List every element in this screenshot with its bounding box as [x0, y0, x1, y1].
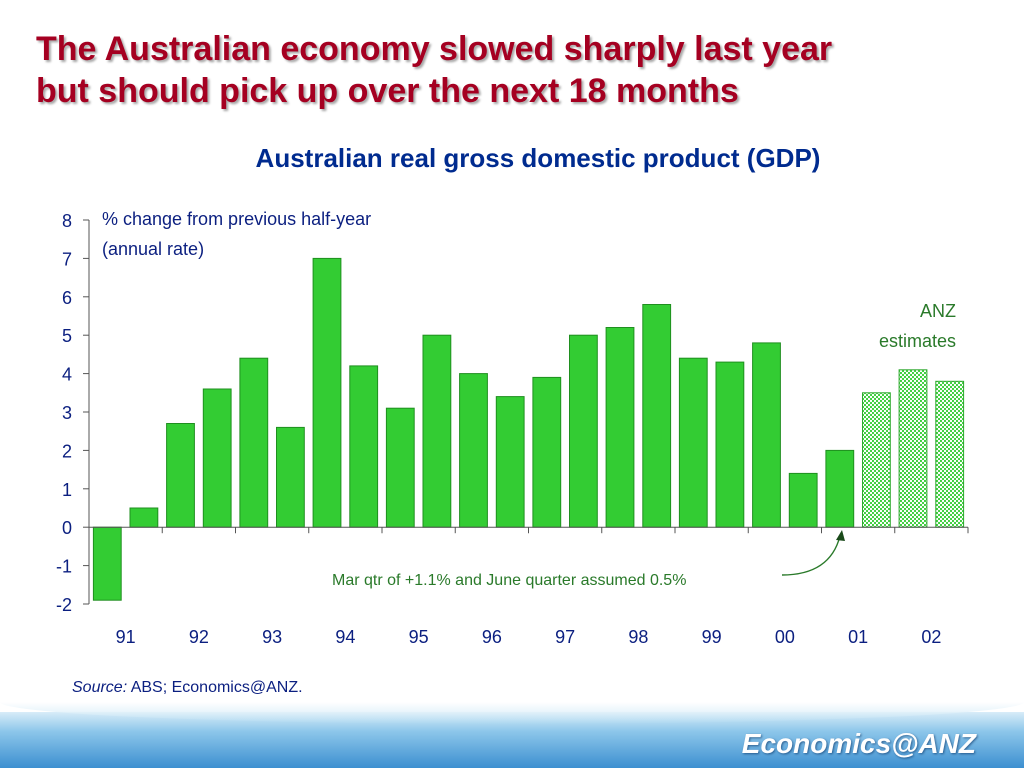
x-tick-label: 92 — [189, 627, 209, 647]
y-tick-label: 5 — [62, 326, 72, 346]
source-label: Source: — [72, 679, 128, 696]
estimates-label-line-1: ANZ — [920, 301, 956, 321]
bar — [825, 449, 855, 528]
source-text: ABS; Economics@ANZ. — [127, 679, 303, 696]
bar — [276, 426, 305, 528]
bar — [678, 357, 708, 528]
bar — [495, 396, 525, 528]
x-tick-label: 96 — [482, 627, 502, 647]
annotation-arrowhead — [836, 530, 845, 541]
y-tick-label: 4 — [62, 365, 72, 385]
x-tick-label: 99 — [702, 627, 722, 647]
source-note: Source: ABS; Economics@ANZ. — [72, 679, 303, 697]
x-tick-label: 93 — [262, 627, 282, 647]
y-tick-label: 7 — [62, 249, 72, 269]
bar — [129, 507, 159, 528]
chart-annotation: Mar qtr of +1.1% and June quarter assume… — [332, 572, 686, 589]
y-tick-label: 3 — [62, 403, 72, 423]
gdp-bar-chart: 8 7 6 5 4 3 2 1 0 -1 -2 91 92 93 94 95 96 97 98 99 00 01 02 % … — [56, 209, 969, 647]
bar — [752, 342, 781, 528]
axes-layer — [83, 219, 969, 605]
bar — [422, 334, 452, 528]
economics-anz-logo: Economics@ANZ — [741, 728, 976, 759]
y-tick-label: 8 — [62, 211, 72, 231]
bar — [312, 257, 342, 528]
y-axis-label-line-2: (annual rate) — [102, 239, 204, 259]
slide-title-line-2: but should pick up over the next 18 mont… — [36, 72, 739, 110]
y-axis-label-line-1: % change from previous half-year — [102, 209, 371, 229]
x-tick-label: 00 — [775, 627, 795, 647]
bar — [202, 388, 232, 528]
bar-estimate — [898, 369, 928, 528]
bar — [642, 304, 672, 528]
y-tick-label: 2 — [62, 441, 72, 461]
bar-estimate — [862, 392, 891, 528]
x-tick-label: 91 — [116, 627, 136, 647]
chart-title: Australian real gross domestic product (… — [255, 143, 821, 173]
bar — [788, 472, 818, 528]
bar — [385, 407, 415, 528]
bar — [532, 376, 562, 528]
bar — [605, 327, 635, 528]
annotation-arrow — [781, 535, 841, 576]
x-tick-label: 94 — [335, 627, 355, 647]
bar — [239, 357, 269, 528]
bar — [166, 423, 195, 528]
y-tick-label: 0 — [62, 518, 72, 538]
x-tick-label: 98 — [628, 627, 648, 647]
y-tick-label: -1 — [56, 557, 72, 577]
y-tick-label: 6 — [62, 288, 72, 308]
x-tick-label: 95 — [409, 627, 429, 647]
bar — [715, 361, 745, 528]
estimates-label-line-2: estimates — [879, 331, 956, 351]
footer-band — [0, 702, 1024, 768]
bar — [349, 365, 379, 528]
slide-title: The Australian economy slowed sharply la… — [36, 28, 996, 112]
labels-layer: 8 7 6 5 4 3 2 1 0 -1 -2 91 92 93 94 95 96 97 98 99 00 01 02 — [56, 211, 941, 647]
bar — [569, 334, 598, 528]
y-tick-label: 1 — [62, 480, 72, 500]
bar — [459, 373, 488, 528]
slide-title-line-1: The Australian economy slowed sharply la… — [36, 30, 833, 68]
x-tick-label: 97 — [555, 627, 575, 647]
bar — [92, 526, 122, 601]
x-tick-label: 01 — [848, 627, 868, 647]
bars-layer — [92, 257, 965, 601]
x-tick-label: 02 — [921, 627, 941, 647]
y-tick-label: -2 — [56, 595, 72, 615]
bar-estimate — [935, 380, 965, 528]
